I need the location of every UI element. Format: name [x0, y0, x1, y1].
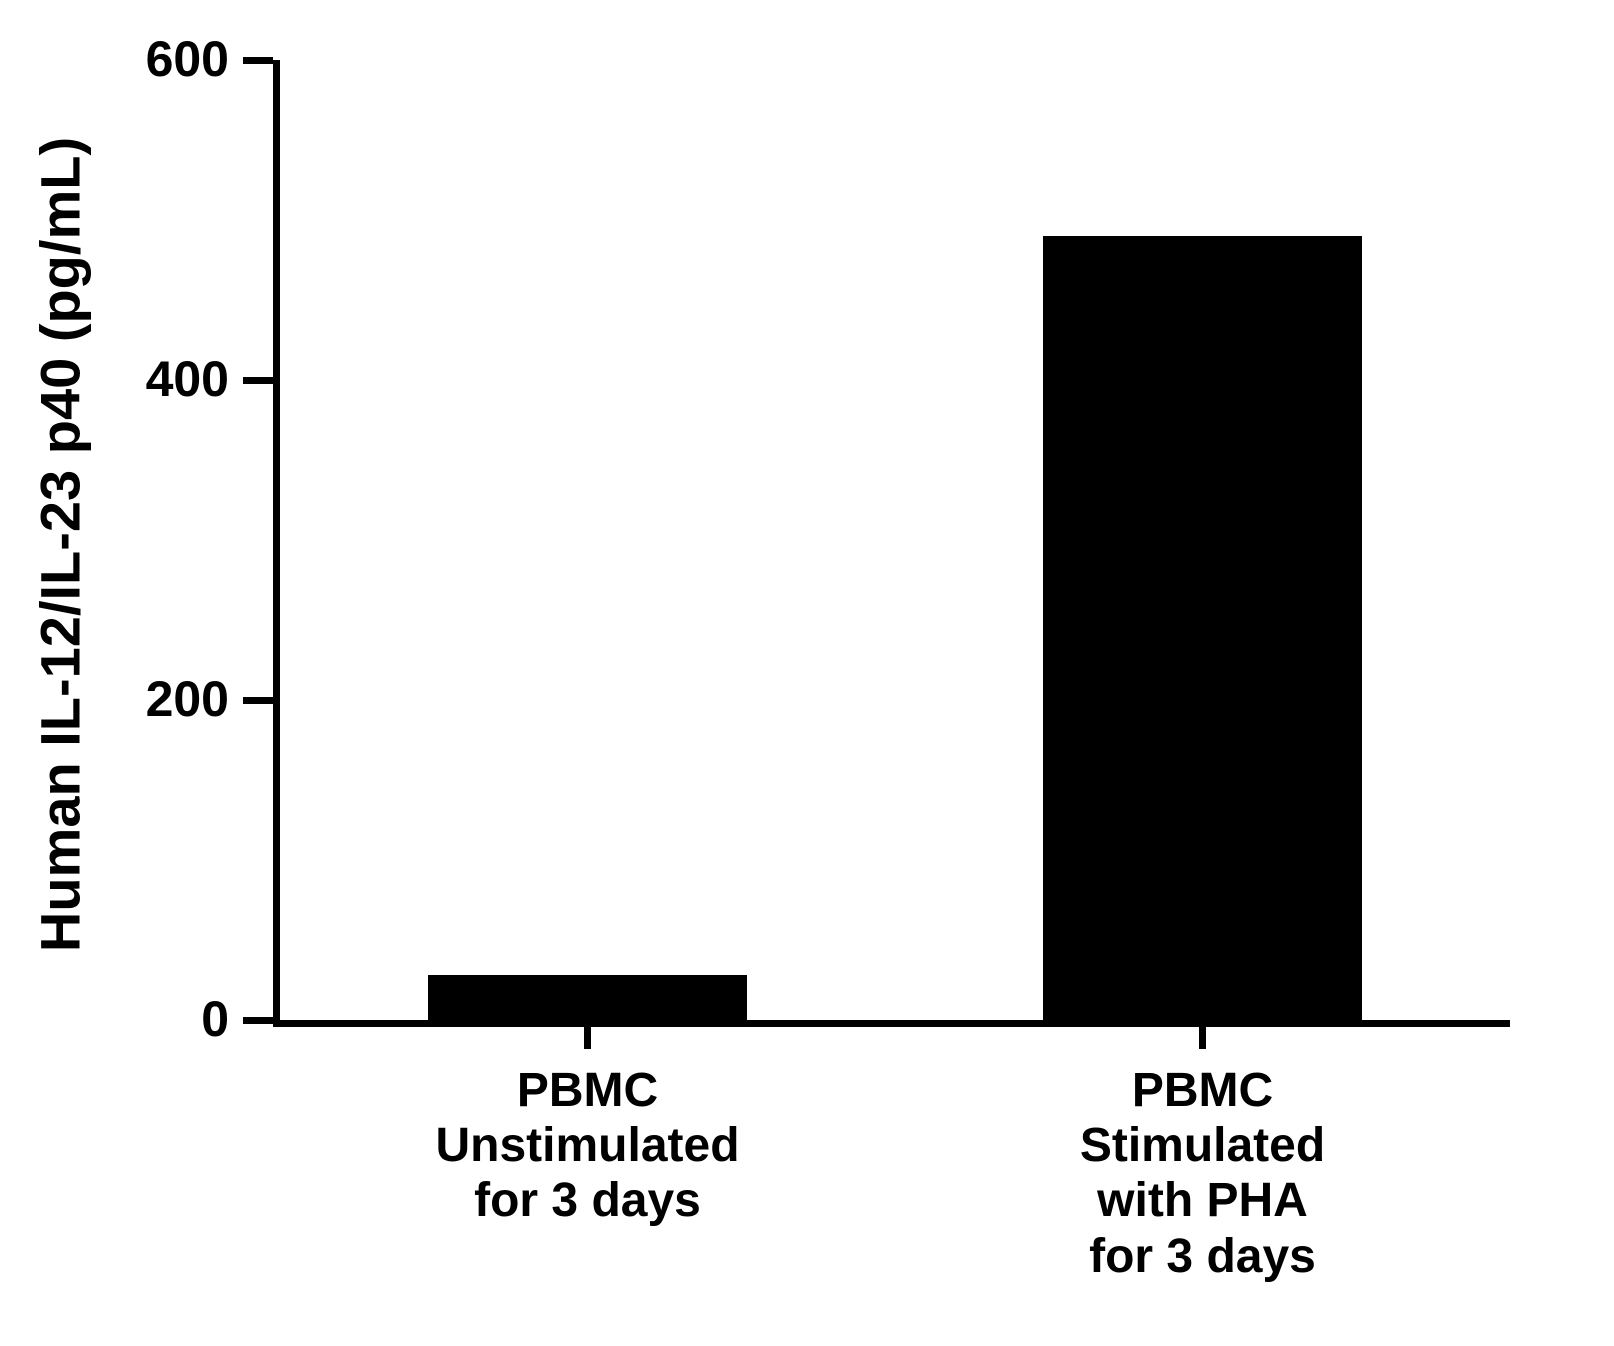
- x-tick: [1199, 1027, 1206, 1049]
- y-tick: [243, 1017, 273, 1024]
- x-tick-label-line: for 3 days: [280, 1173, 895, 1228]
- x-tick-label-line: PBMC: [895, 1063, 1510, 1118]
- y-tick-label: 600: [0, 30, 229, 88]
- y-axis-line: [273, 60, 280, 1027]
- y-axis-title: Human IL-12/IL-23 p40 (pg/mL): [28, 65, 93, 1025]
- chart-container: Human IL-12/IL-23 p40 (pg/mL) 0 200 400 600…: [0, 0, 1614, 1346]
- y-tick-label: 200: [0, 670, 229, 728]
- x-tick-label-line: Unstimulated: [280, 1118, 895, 1173]
- y-tick-label: 0: [0, 990, 229, 1048]
- y-tick: [243, 377, 273, 384]
- x-tick-label-line: PBMC: [280, 1063, 895, 1118]
- x-tick-label: PBMCUnstimulatedfor 3 days: [280, 1063, 895, 1229]
- x-tick-label-line: for 3 days: [895, 1229, 1510, 1284]
- y-tick-label: 400: [0, 350, 229, 408]
- y-tick: [243, 697, 273, 704]
- x-tick-label-line: with PHA: [895, 1173, 1510, 1228]
- bar: [1043, 236, 1363, 1020]
- bar: [428, 975, 748, 1020]
- x-tick: [584, 1027, 591, 1049]
- x-tick-label-line: Stimulated: [895, 1118, 1510, 1173]
- x-tick-label: PBMCStimulatedwith PHAfor 3 days: [895, 1063, 1510, 1284]
- x-axis-line: [273, 1020, 1510, 1027]
- y-tick: [243, 57, 273, 64]
